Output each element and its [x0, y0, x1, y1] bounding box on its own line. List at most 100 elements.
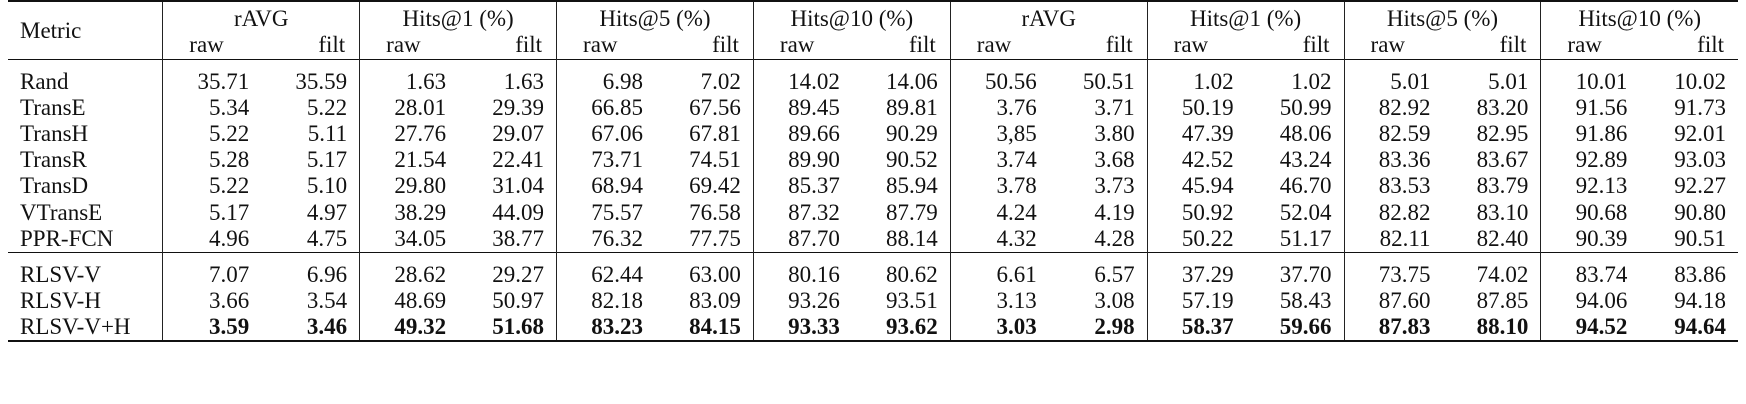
spacer-cell [1540, 252, 1640, 262]
filt-value: 90.52 [886, 147, 938, 173]
subheader-raw: raw [162, 32, 262, 60]
group-spacer [8, 252, 1738, 262]
raw-value: 94.52 [1540, 313, 1640, 341]
spacer-cell [1639, 252, 1738, 262]
filt-value: 3.80 [1094, 121, 1135, 147]
raw-value: 5.17 [162, 199, 262, 226]
spacer-cell [1146, 59, 1246, 69]
filt-value: 69.42 [689, 173, 741, 199]
table-header: Metric rAVG Hits@1 (%) Hits@5 (%) Hits@1… [8, 1, 1738, 60]
filt-value: 94.18 [1674, 287, 1726, 313]
filt-value: 22.41 [492, 147, 545, 173]
raw-value: 5.28 [162, 147, 262, 174]
raw-value: 5.22 [162, 121, 262, 148]
raw-value: 66.85 [556, 95, 655, 122]
raw-value: 3.66 [162, 287, 262, 314]
filt-value: 10.02 [1674, 69, 1726, 95]
raw-value: 14.02 [752, 69, 852, 96]
filt-value: 6.96 [306, 261, 348, 287]
filt-value: 14.06 [886, 69, 938, 95]
spacer-cell [1049, 252, 1147, 262]
spacer-cell [556, 59, 655, 69]
spacer-cell [8, 252, 163, 262]
spacer-cell [359, 252, 459, 262]
filt-value: 37.70 [1279, 261, 1332, 287]
table-row: RLSV-H 3.66 3.54 48.69 50.97 82.18 83.09 93.26 9… [8, 287, 1738, 314]
raw-value: 82.82 [1343, 199, 1443, 226]
group-header-hits5-1: Hits@5 (%) [556, 1, 754, 32]
filt-value: 50.51 [1082, 69, 1135, 95]
spacer-cell [752, 252, 852, 262]
raw-value: 89.66 [752, 121, 852, 148]
raw-value: 5.22 [162, 173, 262, 200]
raw-value: 73.71 [556, 147, 655, 174]
filt-value: 93.51 [886, 287, 938, 313]
spacer-cell [1639, 60, 1738, 70]
group-header-ravg-1: rAVG [162, 1, 360, 32]
filt-value: 85.94 [886, 173, 938, 199]
raw-value: 90.39 [1540, 225, 1640, 253]
results-table-container: Metric rAVG Hits@1 (%) Hits@5 (%) Hits@1… [8, 0, 1738, 342]
filt-value: 93.62 [886, 313, 938, 339]
method-name: TransR [20, 147, 87, 173]
raw-value: 93.33 [752, 313, 852, 341]
raw-value: 82.92 [1343, 95, 1443, 122]
filt-value: 1.02 [1291, 69, 1332, 95]
filt-value: 3.08 [1094, 287, 1135, 313]
spacer-cell [1049, 60, 1147, 70]
filt-value: 29.27 [492, 261, 545, 287]
raw-value: 3.13 [949, 287, 1049, 314]
filt-value: 3.54 [306, 287, 348, 313]
spacer-cell [852, 252, 950, 262]
filt-value: 67.56 [689, 95, 741, 121]
raw-value: 94.06 [1540, 287, 1640, 314]
spacer-cell [261, 252, 359, 262]
spacer-cell [359, 59, 459, 69]
filt-value: 83.86 [1674, 261, 1726, 287]
filt-value: 43.24 [1279, 147, 1332, 173]
raw-value: 7.07 [162, 261, 262, 288]
group-header-hits10-2: Hits@10 (%) [1540, 1, 1738, 32]
raw-value: 62.44 [556, 261, 655, 288]
table-row: TransR 5.28 5.17 21.54 22.41 73.71 74.51 89.90 9… [8, 147, 1738, 174]
raw-value: 93.26 [752, 287, 852, 314]
raw-value: 38.29 [359, 199, 459, 226]
table-row: VTransE 5.17 4.97 38.29 44.09 75.57 76.58 87.32… [8, 199, 1738, 226]
raw-value: 82.11 [1343, 225, 1443, 253]
spacer-cell [1442, 60, 1540, 70]
spacer-cell [1442, 252, 1540, 262]
subheader-raw: raw [359, 32, 459, 60]
raw-value: 3.78 [949, 173, 1049, 200]
raw-value: 91.86 [1540, 121, 1640, 148]
spacer-cell [949, 59, 1049, 69]
filt-value: 5.22 [306, 95, 348, 121]
group-header-hits1-2: Hits@1 (%) [1146, 1, 1345, 32]
filt-value: 51.68 [492, 313, 545, 339]
filt-value: 35.59 [295, 69, 348, 95]
raw-value: 58.37 [1146, 313, 1246, 341]
raw-value: 89.90 [752, 147, 852, 174]
filt-value: 90.80 [1674, 199, 1726, 225]
filt-value: 88.10 [1476, 313, 1529, 339]
filt-value: 93.03 [1674, 147, 1726, 173]
spacer-cell [1540, 59, 1640, 69]
filt-value: 4.28 [1094, 225, 1135, 251]
raw-value: 47.39 [1146, 121, 1246, 148]
raw-value: 3.74 [949, 147, 1049, 174]
raw-value: 82.59 [1343, 121, 1443, 148]
spacer-cell [655, 252, 753, 262]
filt-value: 2.98 [1094, 313, 1135, 339]
table-row: TransH 5.22 5.11 27.76 29.07 67.06 67.81 89.66 9… [8, 121, 1738, 148]
raw-value: 76.32 [556, 225, 655, 253]
method-name: RLSV-H [20, 287, 101, 313]
table-row: TransE 5.34 5.22 28.01 29.39 66.85 67.56 89.45 8… [8, 95, 1738, 122]
method-name: Rand [20, 69, 69, 95]
raw-value: 34.05 [359, 225, 459, 253]
spacer-cell [261, 60, 359, 70]
filt-value: 74.51 [689, 147, 741, 173]
filt-value: 5.17 [306, 147, 348, 173]
raw-value: 28.01 [359, 95, 459, 122]
filt-value: 4.75 [306, 225, 348, 251]
raw-value: 90.68 [1540, 199, 1640, 226]
filt-value: 90.29 [886, 121, 938, 147]
